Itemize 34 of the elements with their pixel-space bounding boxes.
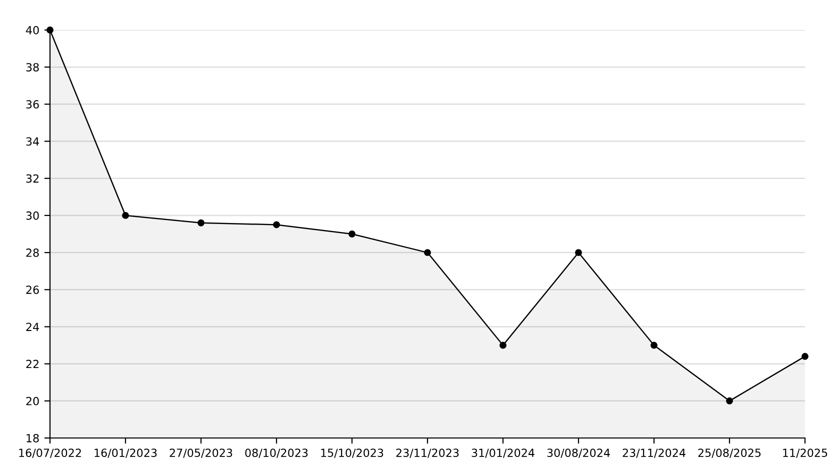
- y-tick-label: 34: [26, 137, 39, 146]
- x-tick-label: 25/08/2025: [698, 448, 761, 458]
- x-tick-label: 23/11/2023: [396, 448, 459, 458]
- x-tick-label: 30/08/2024: [547, 448, 610, 458]
- y-tick-label: 22: [26, 360, 38, 368]
- x-tick-label: 23/11/2024: [622, 448, 686, 458]
- y-tick-label: 38: [26, 63, 39, 72]
- point: [726, 397, 733, 404]
- y-tick-label: 30: [26, 211, 39, 220]
- point: [650, 342, 658, 349]
- x-tick-label: 16/01/2023: [94, 448, 157, 458]
- point: [46, 26, 54, 34]
- y-tick-label: 26: [26, 286, 39, 294]
- point: [575, 249, 582, 256]
- point: [273, 221, 280, 228]
- point: [198, 219, 204, 226]
- x-tick-label: 15/10/2023: [321, 448, 384, 458]
- x-tick-label: 27/05/2023: [170, 448, 232, 458]
- point: [122, 212, 129, 219]
- y-tick-label: 18: [26, 434, 39, 442]
- x-tick-label: 11/2025: [783, 448, 828, 458]
- y-tick-label: 32: [26, 174, 38, 183]
- x-tick-label: 31/01/2024: [472, 448, 534, 458]
- y-tick-label: 20: [26, 396, 39, 406]
- y-tick-label: 36: [26, 100, 39, 109]
- point: [348, 230, 356, 238]
- point: [500, 342, 506, 349]
- point: [424, 249, 431, 256]
- y-tick-label: 24: [26, 322, 39, 331]
- point: [802, 352, 808, 360]
- x-tick-label: 08/10/2023: [245, 448, 308, 458]
- y-tick-label: 28: [26, 248, 39, 257]
- y-tick-label: 40: [26, 26, 39, 34]
- x-tick-label: 16/07/2022: [19, 448, 81, 458]
